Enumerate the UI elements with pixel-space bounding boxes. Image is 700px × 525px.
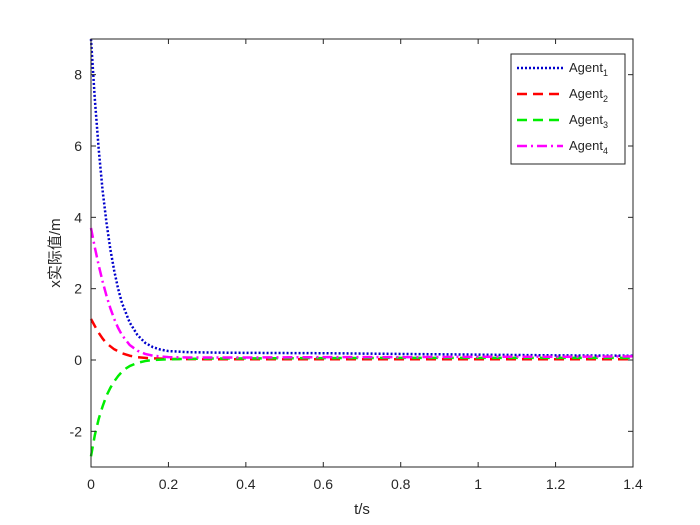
axes-layer: 0 0.2 0.4 0.6 0.8 1 1.2 1.4 -2 0 2 4 6 8 xyxy=(70,38,643,492)
series-line-agent-2 xyxy=(89,318,633,361)
legend-box xyxy=(510,53,626,165)
legend-label-agent-1: Agent1 xyxy=(569,60,608,78)
axes-box xyxy=(90,38,634,468)
legend-label-agent-3: Agent3 xyxy=(569,112,608,130)
y-tick-label: 8 xyxy=(74,67,82,83)
series-line-agent-1 xyxy=(89,38,634,357)
x-tick-label: 0.2 xyxy=(159,476,179,492)
series-layer xyxy=(89,38,634,457)
x-tick-label: 0.8 xyxy=(391,476,411,492)
legend: Agent1 Agent2 Agent3 Agent4 xyxy=(510,53,626,165)
y-tick-label: 0 xyxy=(74,352,82,368)
y-axis-title: x实际值/m xyxy=(47,218,64,287)
x-tick-label: 0.4 xyxy=(236,476,256,492)
y-tick-label: -2 xyxy=(70,423,83,439)
x-tick-label: 0.6 xyxy=(314,476,334,492)
legend-label-agent-2: Agent2 xyxy=(569,86,608,104)
y-tick-label: 2 xyxy=(74,281,82,297)
y-tick-label: 6 xyxy=(74,138,82,154)
x-axis-title: t/s xyxy=(354,501,370,518)
series-line-agent-3 xyxy=(89,356,633,457)
x-tick-label: 0 xyxy=(87,476,95,492)
x-tick-label: 1 xyxy=(474,476,482,492)
y-tick-label: 4 xyxy=(74,209,82,225)
x-tick-label: 1.4 xyxy=(623,476,643,492)
series-line-agent-4 xyxy=(89,227,634,359)
legend-label-agent-4: Agent4 xyxy=(569,138,608,156)
x-tick-label: 1.2 xyxy=(546,476,566,492)
